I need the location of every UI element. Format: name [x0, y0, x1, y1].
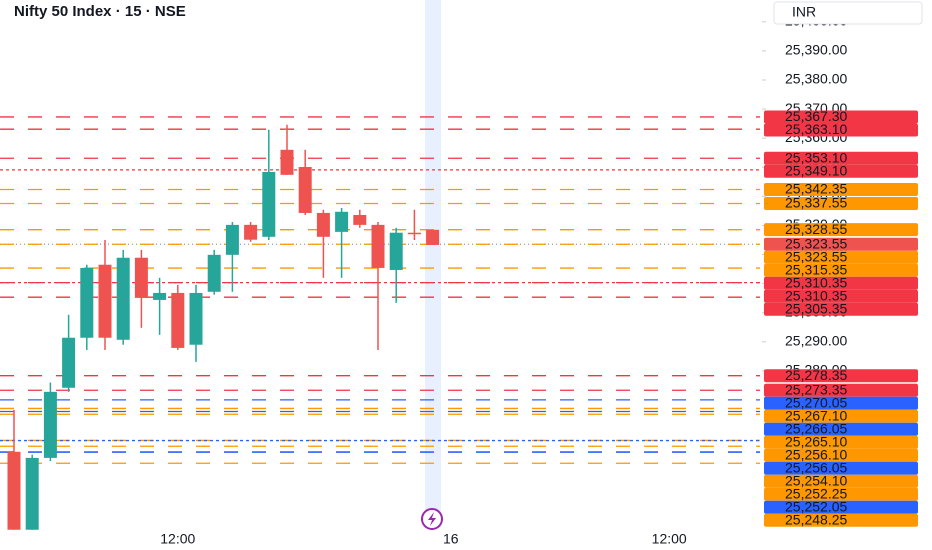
- currency: INR: [792, 4, 816, 20]
- candle-body: [116, 257, 130, 340]
- level-label: 25,252.05: [785, 498, 847, 514]
- level-label-bg: [764, 302, 918, 316]
- level-label: 25,256.10: [785, 446, 847, 462]
- level-label-bg: [764, 422, 918, 436]
- level-label-bg: [764, 461, 918, 475]
- candle-body: [98, 264, 112, 338]
- level-label-bg: [764, 396, 918, 410]
- level-label-bg: [764, 435, 918, 449]
- candle-body: [80, 267, 94, 338]
- level-label: 25,328.55: [785, 221, 847, 237]
- level-label-bg: [764, 487, 918, 501]
- level-label-bg: [764, 263, 918, 277]
- level-label-bg: [764, 250, 918, 264]
- chart-title: Nifty 50 Index · 15 · NSE: [14, 3, 186, 20]
- candle-body: [134, 257, 148, 298]
- level-label: 25,315.35: [785, 261, 847, 277]
- level-label-bg: [764, 383, 918, 397]
- level-label: 25,310.35: [785, 274, 847, 290]
- level-label: 25,270.05: [785, 394, 847, 410]
- candle-body: [171, 292, 185, 348]
- y-tick-label: 25,380.00: [785, 71, 847, 87]
- candle-body: [244, 224, 258, 240]
- level-label: 25,353.10: [785, 149, 847, 165]
- level-label-bg: [764, 110, 918, 124]
- level-label: 25,267.10: [785, 407, 847, 423]
- level-label-bg: [764, 237, 918, 251]
- level-label: 25,273.35: [785, 381, 847, 397]
- level-label: 25,342.35: [785, 181, 847, 197]
- level-label-bg: [764, 196, 918, 210]
- candle-body: [407, 232, 421, 235]
- y-tick-label: 25,390.00: [785, 42, 847, 58]
- candle-body: [25, 457, 39, 530]
- level-label-bg: [764, 123, 918, 137]
- candle-body: [207, 254, 221, 292]
- candle-body: [7, 451, 21, 530]
- candle-body: [298, 166, 312, 213]
- candle-body: [426, 229, 440, 245]
- level-label-bg: [764, 474, 918, 488]
- candle-body: [189, 292, 203, 345]
- candle-body: [262, 171, 276, 237]
- level-label-bg: [764, 448, 918, 462]
- level-label-bg: [764, 151, 918, 165]
- level-label: 25,252.25: [785, 485, 847, 501]
- candle-body: [225, 224, 239, 255]
- candle-body: [316, 212, 330, 237]
- level-label-bg: [764, 500, 918, 514]
- candle-body: [371, 224, 385, 268]
- level-label: 25,248.25: [785, 511, 847, 527]
- candle-body: [43, 391, 57, 458]
- candle-body: [335, 211, 349, 232]
- level-label-bg: [764, 369, 918, 383]
- level-label-bg: [764, 409, 918, 423]
- level-label: 25,256.05: [785, 459, 847, 475]
- level-label: 25,363.10: [785, 121, 847, 137]
- level-label: 25,310.35: [785, 287, 847, 303]
- candle-body: [353, 214, 367, 225]
- level-label: 25,337.55: [785, 195, 847, 211]
- candle-body: [62, 337, 76, 388]
- level-label-bg: [764, 164, 918, 178]
- session-highlight: [425, 0, 441, 528]
- level-label-bg: [764, 183, 918, 197]
- candle-body: [153, 292, 167, 300]
- currency-box[interactable]: [773, 1, 923, 25]
- level-label: 25,265.10: [785, 433, 847, 449]
- y-tick-label: 25,290.00: [785, 333, 847, 349]
- level-label: 25,367.30: [785, 108, 847, 124]
- level-label: 25,278.35: [785, 367, 847, 383]
- level-label: 25,323.55: [785, 235, 847, 251]
- level-label-bg: [764, 513, 918, 527]
- level-label: 25,349.10: [785, 162, 847, 178]
- x-tick-label: 12:00: [652, 531, 687, 547]
- level-label: 25,305.35: [785, 300, 847, 316]
- level-label-bg: [764, 276, 918, 290]
- level-label: 25,266.05: [785, 420, 847, 436]
- event-bolt: [428, 512, 436, 526]
- candle-body: [280, 149, 294, 175]
- level-label: 25,254.10: [785, 472, 847, 488]
- x-tick-label: 12:00: [160, 531, 195, 547]
- candle-body: [389, 232, 403, 270]
- level-label-bg: [764, 223, 918, 237]
- level-label-bg: [764, 289, 918, 303]
- level-label: 25,323.55: [785, 248, 847, 264]
- x-tick-label: 16: [443, 531, 459, 547]
